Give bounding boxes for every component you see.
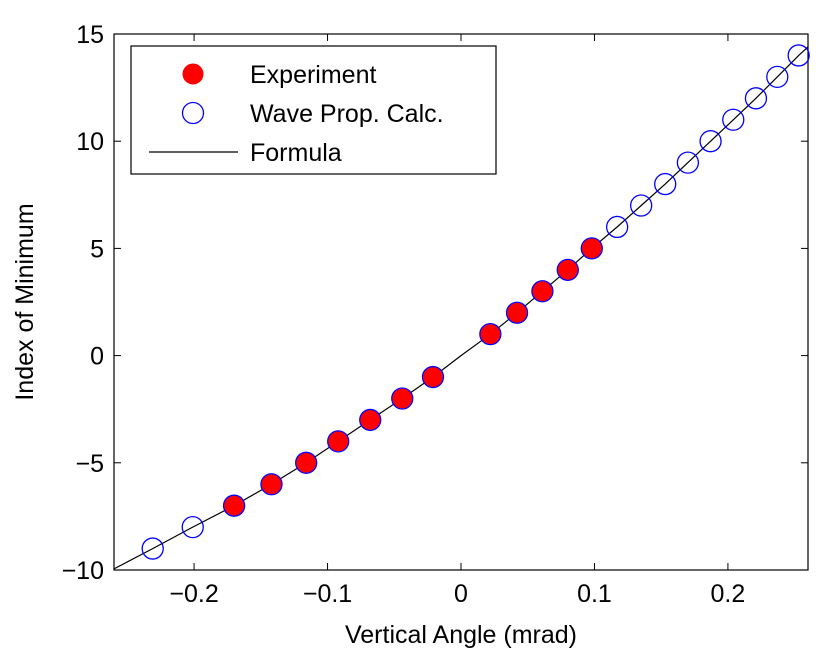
legend-experiment-marker [182, 63, 204, 85]
experiment-point [224, 495, 245, 516]
x-tick-label: −0.2 [169, 580, 218, 608]
wave-calc-point [531, 280, 554, 303]
experiment-point [557, 259, 578, 280]
y-tick-label: −5 [75, 450, 104, 478]
series-layer [113, 44, 810, 570]
x-tick-label: 0.1 [577, 580, 612, 608]
experiment-point [581, 238, 602, 259]
y-axis-label: Index of Minimum [11, 203, 39, 400]
experiment-point [422, 367, 443, 388]
wave-calc-point [630, 194, 653, 217]
legend: Experiment Wave Prop. Calc. Formula [130, 45, 497, 175]
experiment-point [392, 388, 413, 409]
wave-calc-point [505, 301, 529, 324]
wave-calc-point [744, 87, 768, 110]
experiment-point [360, 409, 381, 430]
axis-ticks: −0.2 −0.1 0 0.1 0.2 −10 −5 0 5 10 15 [62, 21, 808, 608]
experiment-point [328, 431, 349, 452]
y-tick-label: 5 [90, 235, 104, 263]
x-tick-label: 0 [454, 580, 468, 608]
wave-calc-point [479, 323, 502, 346]
wave-calc-point [556, 258, 579, 281]
wave-calc-point [421, 365, 445, 389]
legend-wave-label: Wave Prop. Calc. [250, 100, 444, 128]
wave-calc-point [699, 130, 722, 153]
legend-wave-marker [181, 101, 205, 125]
wave-calc-point [766, 65, 789, 89]
wave-calc-point [722, 108, 745, 131]
experiment-point [296, 452, 317, 473]
wave-calc-point [580, 237, 603, 260]
experiment-point [261, 474, 282, 495]
wave-calc-point [181, 515, 204, 539]
experiment-point [480, 324, 501, 345]
wave-calc-point [327, 430, 350, 453]
experiment-point [507, 302, 528, 323]
wave-calc-point [654, 172, 677, 196]
y-tick-label: −10 [62, 557, 104, 585]
wave-calc-point [141, 537, 164, 560]
wave-calc-point [359, 408, 382, 432]
y-tick-label: 10 [76, 128, 104, 156]
y-tick-label: 0 [90, 343, 104, 371]
x-tick-label: −0.1 [303, 580, 352, 608]
wave-calc-point [391, 387, 414, 410]
experiment-point [532, 281, 553, 302]
wave-calc-point [787, 44, 810, 67]
wave-calc-point [260, 473, 283, 496]
x-tick-label: 0.2 [711, 580, 746, 608]
wave-calc-point [295, 451, 318, 474]
wave-calc-point [606, 215, 629, 239]
x-axis-label: Vertical Angle (mrad) [345, 621, 577, 649]
y-tick-label: 15 [76, 21, 104, 49]
wave-calc-point [222, 494, 246, 517]
legend-formula-label: Formula [250, 139, 342, 167]
wave-calc-point [676, 151, 700, 174]
legend-experiment-label: Experiment [250, 61, 376, 89]
